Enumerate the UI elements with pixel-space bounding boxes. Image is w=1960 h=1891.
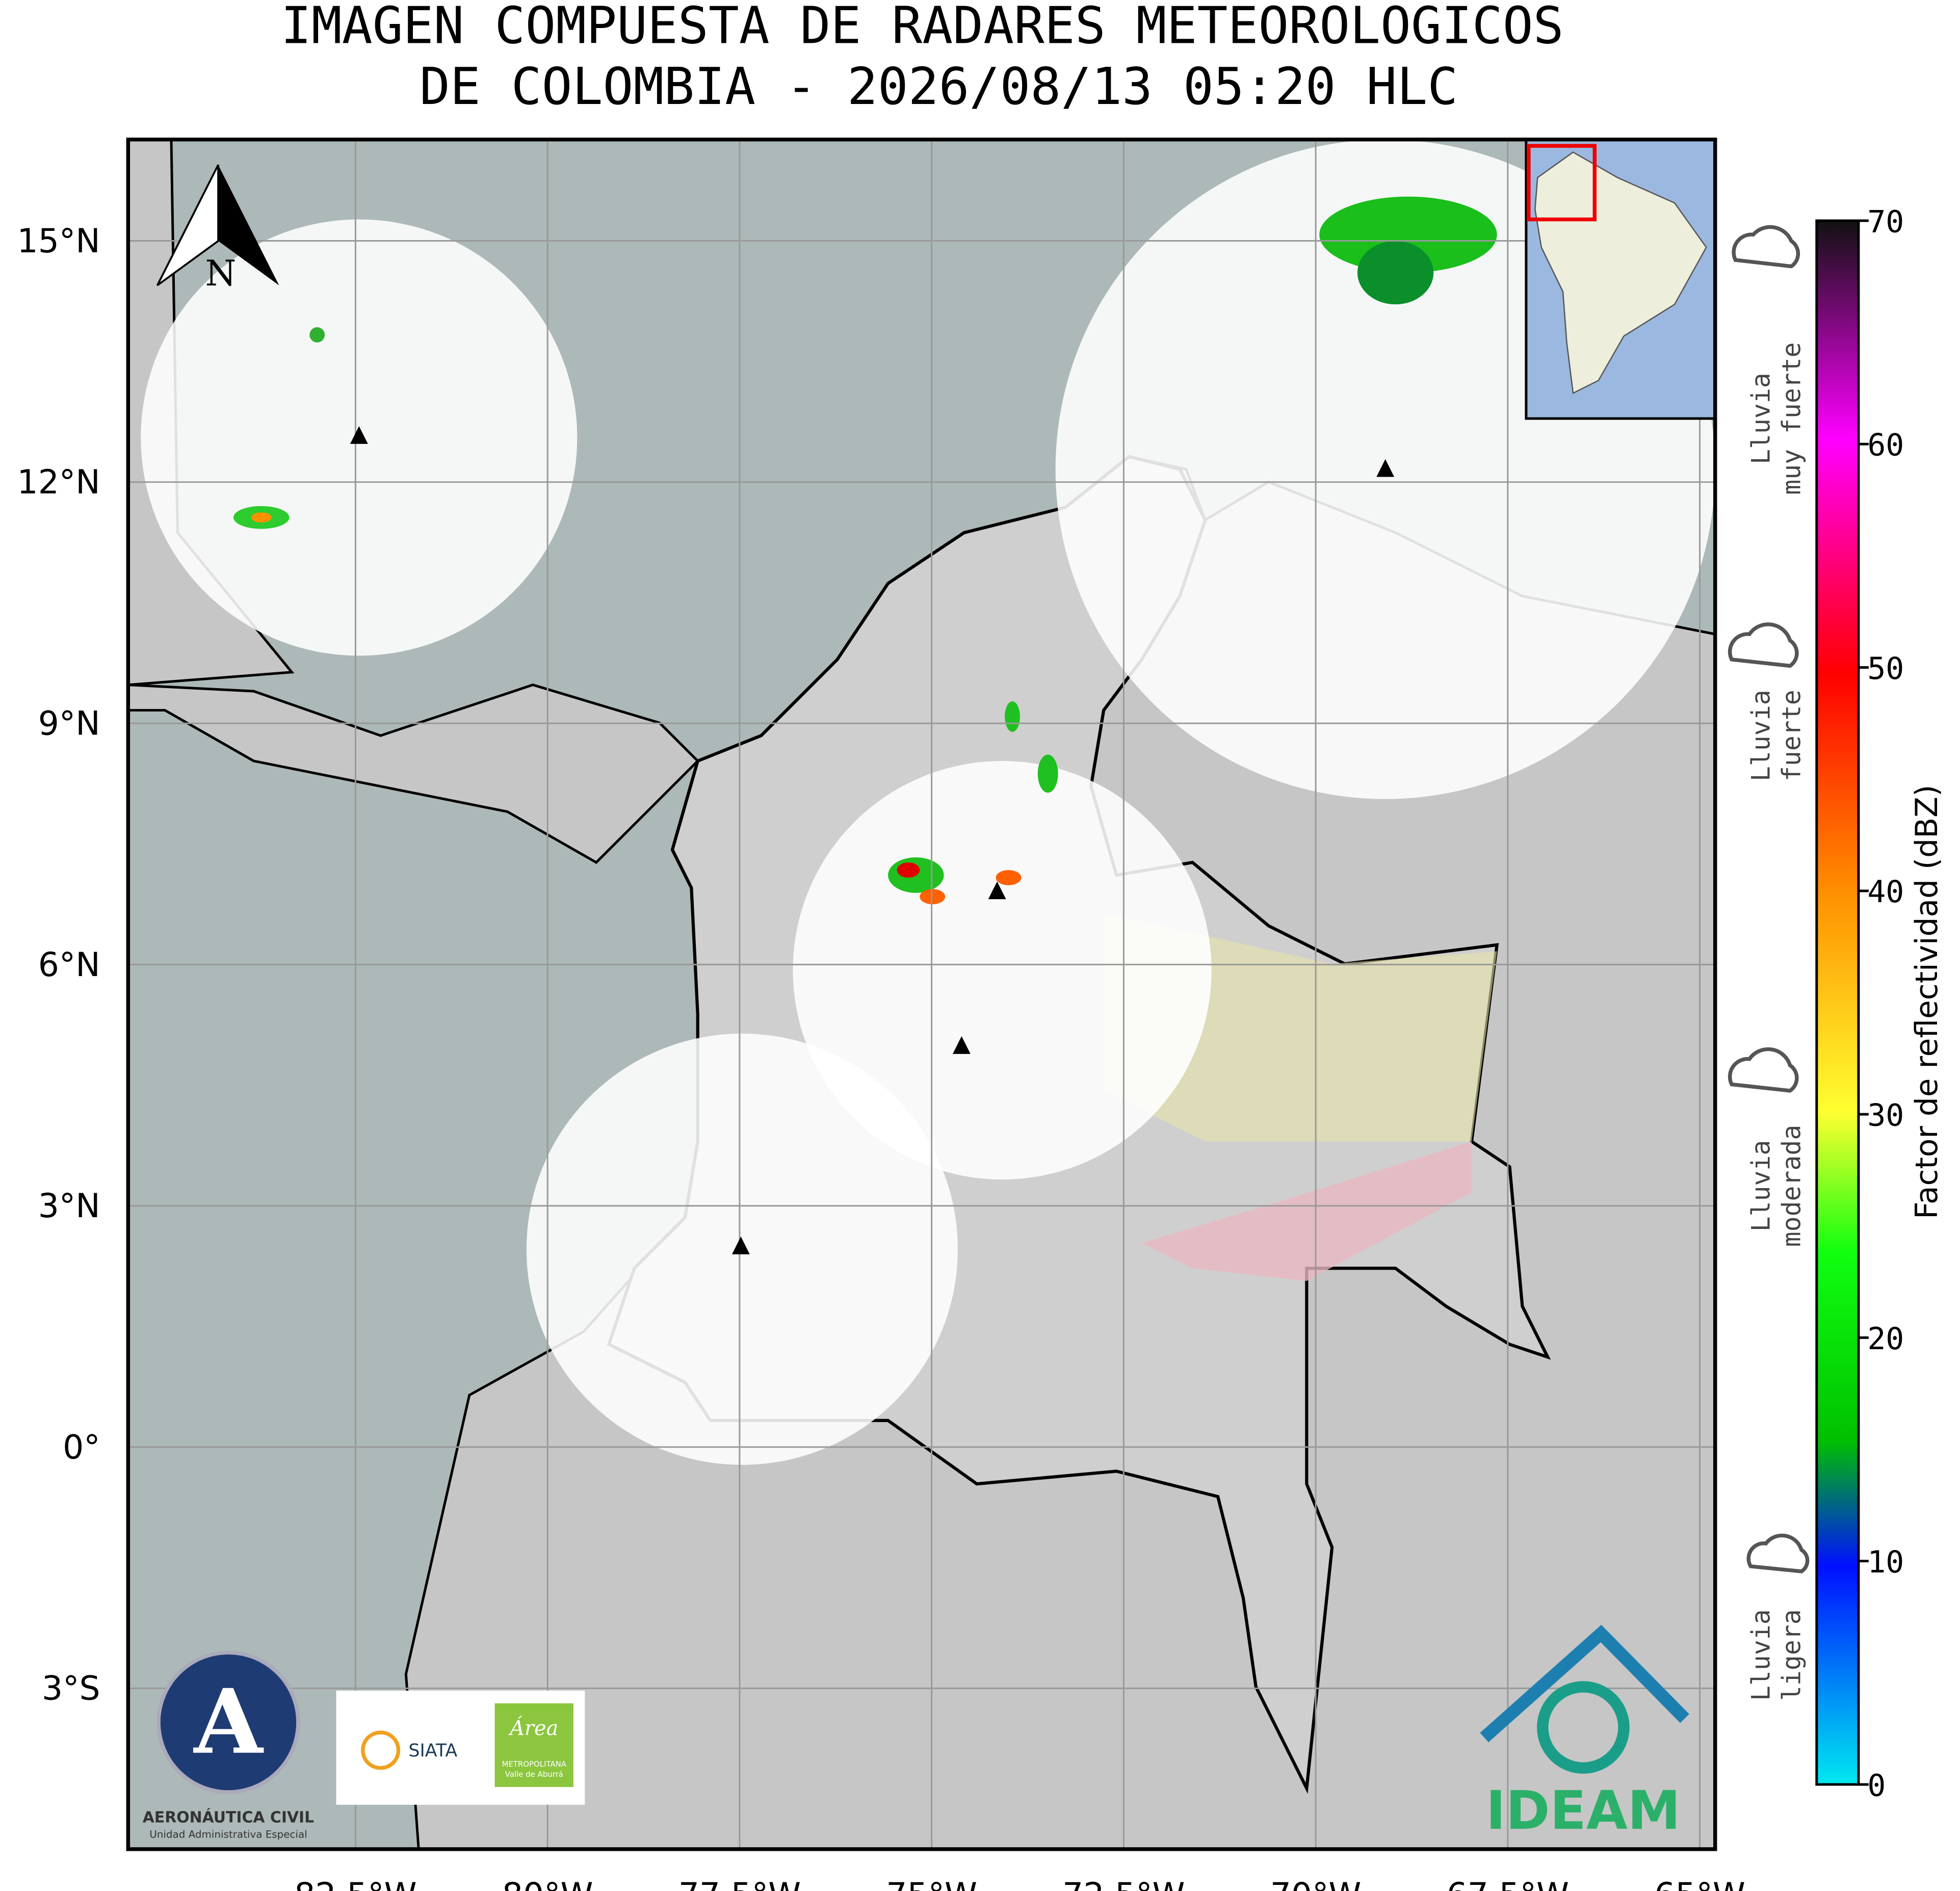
logo-text: Área	[508, 1716, 558, 1740]
colorbar-tick-label: 50	[1867, 651, 1904, 687]
logo-text: Valle de Aburrá	[505, 1770, 563, 1779]
title-line: IMAGEN COMPUESTA DE RADARES METEOROLOGIC…	[281, 0, 1564, 56]
lon-tick-label: 72.5°W	[1062, 1876, 1185, 1891]
radar-sites	[350, 426, 1395, 1254]
colorbar	[1815, 219, 1860, 1786]
logo-text: METROPOLITANA	[502, 1759, 566, 1769]
axis-labels: 82.5°W 80°W 77.5°W 75°W 72.5°W 70°W 67.5°W 65°W…	[17, 222, 1745, 1891]
lat-tick-label: 3°S	[42, 1670, 100, 1708]
radar-site	[731, 1237, 750, 1254]
lat-tick-label: 6°N	[38, 946, 100, 984]
colorbar-label: Factor de reflectividad (dBZ)	[1910, 785, 1945, 1219]
rain-label: fuerte	[1776, 690, 1806, 781]
rain-label: Lluvia	[1746, 1140, 1776, 1232]
logo-text: IDEAM	[1486, 1779, 1681, 1842]
colorbar-tick-label: 20	[1867, 1322, 1904, 1357]
rain-label: moderada	[1776, 1125, 1806, 1247]
rain-label: ligera	[1776, 1609, 1806, 1701]
lat-tick-label: 12°N	[17, 463, 100, 502]
radar-site	[988, 881, 1006, 900]
graticule	[128, 139, 1715, 1849]
lon-tick-label: 82.5°W	[294, 1876, 416, 1891]
lon-tick-label: 65°W	[1654, 1876, 1745, 1891]
colorbar-tick-label: 0	[1867, 1768, 1886, 1803]
lat-tick-label: 0°	[63, 1428, 100, 1466]
map-frame	[126, 137, 1717, 1851]
colorbar-tick-label: 60	[1867, 428, 1904, 463]
colorbar-tick-label: 40	[1867, 875, 1904, 910]
radar-site	[1376, 459, 1395, 477]
colorbar-tick-label: 70	[1867, 204, 1904, 240]
north-label: N	[205, 253, 237, 294]
rain-label: muy fuerte	[1776, 342, 1806, 495]
lon-tick-label: 67.5°W	[1447, 1876, 1569, 1891]
rain-label: Lluvia	[1746, 690, 1776, 781]
colorbar-tick-label: 30	[1867, 1098, 1904, 1134]
logos: A AERONÁUTICA CIVIL Unidad Administrativ…	[143, 1624, 1689, 1842]
region	[1141, 1141, 1472, 1281]
lon-tick-label: 70°W	[1270, 1876, 1362, 1891]
radar-echoes	[233, 196, 1497, 905]
map-area: N A AERONÁUTICA CIVIL Unidad Administrat…	[128, 139, 1715, 1849]
logo-text: AERONÁUTICA CIVIL	[143, 1808, 315, 1827]
lon-tick-label: 80°W	[502, 1876, 593, 1891]
lon-tick-label: 77.5°W	[678, 1876, 801, 1891]
lat-tick-label: 3°N	[38, 1187, 100, 1225]
colorbar-tick-label: 10	[1867, 1545, 1904, 1580]
inset-map	[1525, 139, 1715, 420]
lon-tick-label: 75°W	[886, 1876, 977, 1891]
lat-tick-label: 9°N	[38, 705, 100, 743]
rain-label: Lluvia	[1746, 1609, 1776, 1701]
lat-tick-label: 15°N	[17, 222, 100, 260]
rain-icons	[1728, 225, 1810, 1573]
colorbar-axis: 0 10 20 30 40 50 60 70	[1858, 204, 1904, 1803]
svg-text:A: A	[193, 1670, 264, 1774]
title-line: DE COLOMBIA - 2026/08/13 05:20 HLC	[420, 58, 1458, 116]
radar-site	[952, 1036, 971, 1054]
rain-label: Lluvia	[1746, 373, 1776, 464]
logo-text: SIATA	[408, 1741, 457, 1761]
radar-site	[350, 426, 368, 444]
land	[128, 684, 700, 864]
logo-text: Unidad Administrativa Especial	[149, 1828, 307, 1840]
